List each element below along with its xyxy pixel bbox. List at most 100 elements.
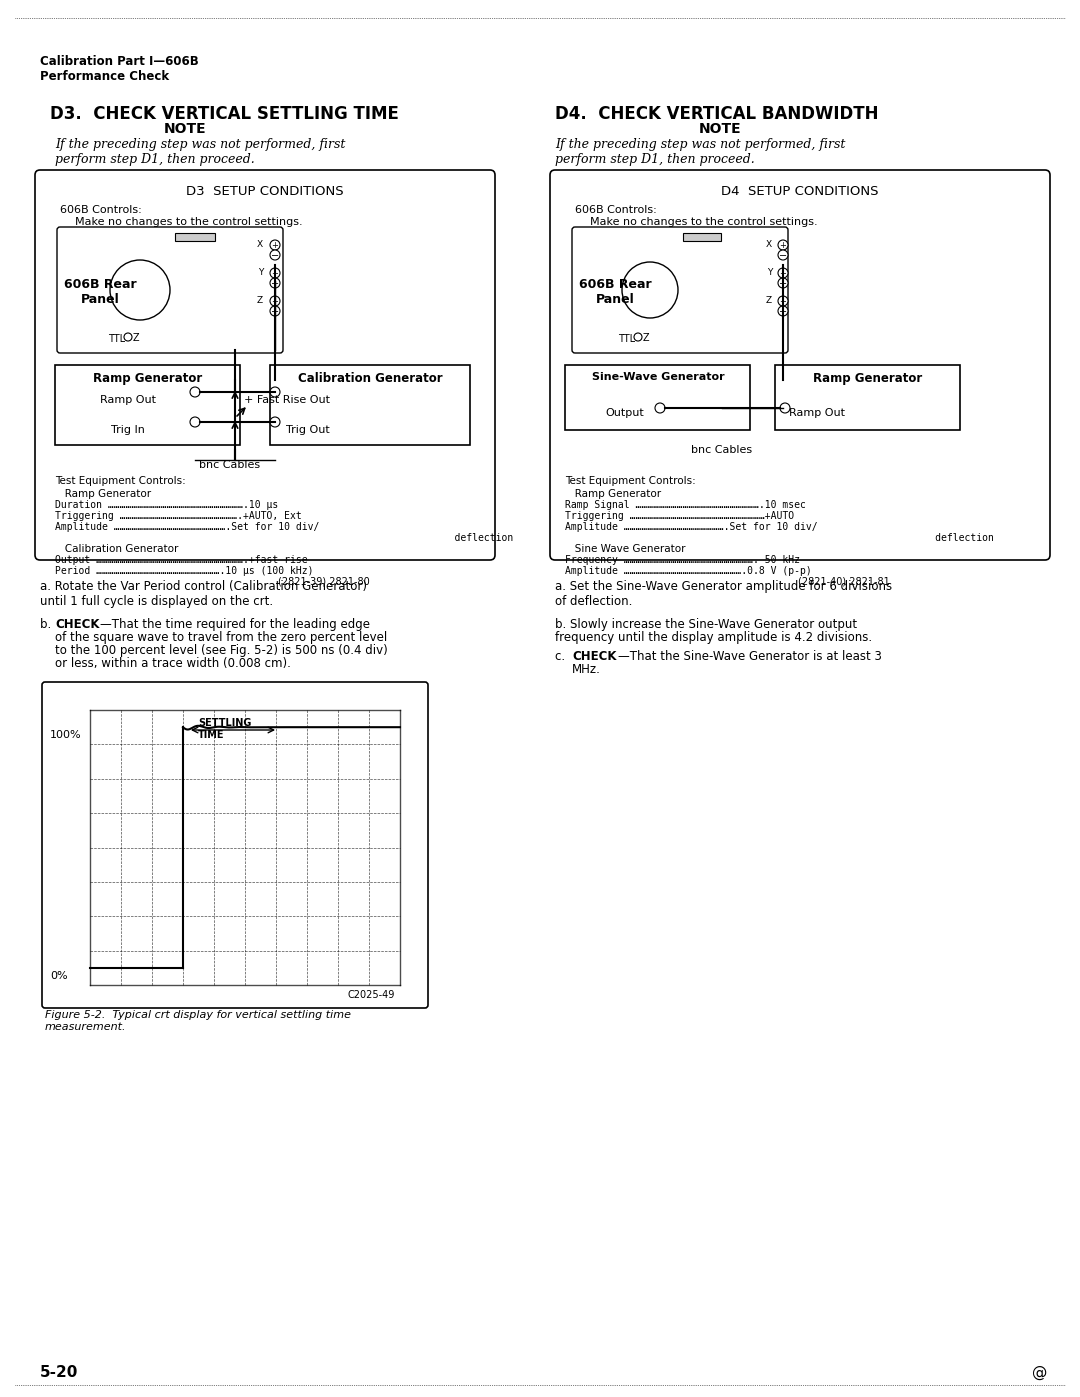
Text: 5-20: 5-20 — [40, 1365, 79, 1380]
Text: X: X — [766, 240, 772, 249]
Text: +: + — [271, 298, 279, 306]
Text: If the preceding step was not performed, first
perform step D1, then proceed.: If the preceding step was not performed,… — [55, 138, 346, 166]
Text: MHz.: MHz. — [572, 664, 600, 676]
Circle shape — [110, 260, 170, 320]
Circle shape — [778, 296, 788, 306]
Circle shape — [124, 332, 132, 341]
Text: Z: Z — [766, 296, 772, 305]
Text: c.: c. — [555, 650, 569, 664]
Circle shape — [778, 240, 788, 250]
Text: +: + — [271, 242, 279, 250]
Circle shape — [270, 268, 280, 278]
Circle shape — [780, 402, 789, 414]
Text: —That the Sine-Wave Generator is at least 3: —That the Sine-Wave Generator is at leas… — [618, 650, 882, 664]
Circle shape — [778, 306, 788, 316]
Text: 606B Rear
Panel: 606B Rear Panel — [64, 278, 136, 306]
Circle shape — [270, 387, 280, 397]
Text: Output: Output — [606, 408, 645, 418]
Text: +: + — [780, 270, 786, 278]
Text: Ramp Generator: Ramp Generator — [55, 489, 151, 499]
Text: D3  SETUP CONDITIONS: D3 SETUP CONDITIONS — [186, 184, 343, 198]
Text: D3.  CHECK VERTICAL SETTLING TIME: D3. CHECK VERTICAL SETTLING TIME — [50, 105, 399, 123]
Text: Sine-Wave Generator: Sine-Wave Generator — [592, 372, 725, 381]
Text: Make no changes to the control settings.: Make no changes to the control settings. — [590, 217, 818, 226]
Text: of the square wave to travel from the zero percent level: of the square wave to travel from the ze… — [55, 631, 388, 644]
Text: frequency until the display amplitude is 4.2 divisions.: frequency until the display amplitude is… — [555, 631, 873, 644]
Circle shape — [778, 250, 788, 260]
Circle shape — [190, 416, 200, 427]
FancyBboxPatch shape — [35, 170, 495, 560]
Text: Calibration Generator: Calibration Generator — [298, 372, 443, 386]
Text: +: + — [780, 298, 786, 306]
Text: 606B Controls:: 606B Controls: — [575, 205, 657, 215]
Text: Triggering ……………………………………………………………+AUTO: Triggering ……………………………………………………………+AUTO — [565, 511, 794, 521]
Text: D4.  CHECK VERTICAL BANDWIDTH: D4. CHECK VERTICAL BANDWIDTH — [555, 105, 878, 123]
Text: −: − — [271, 307, 279, 317]
Text: Ramp Generator: Ramp Generator — [565, 489, 661, 499]
Text: to the 100 percent level (see Fig. 5-2) is 500 ns (0.4 div): to the 100 percent level (see Fig. 5-2) … — [55, 644, 388, 657]
Text: Frequency …………………………………………………………. 50 kHz: Frequency …………………………………………………………. 50 kHz — [565, 555, 800, 564]
Text: TTL: TTL — [618, 334, 635, 344]
Text: TTL: TTL — [108, 334, 125, 344]
Text: Performance Check: Performance Check — [40, 70, 170, 82]
Text: a. Set the Sine-Wave Generator amplitude for 6 divisions
of deflection.: a. Set the Sine-Wave Generator amplitude… — [555, 580, 892, 608]
Text: NOTE: NOTE — [164, 122, 206, 136]
Text: Y: Y — [767, 268, 772, 277]
Text: Trig Out: Trig Out — [286, 425, 330, 434]
Text: Ramp Generator: Ramp Generator — [813, 372, 922, 386]
Text: Ramp Out: Ramp Out — [789, 408, 845, 418]
Text: Make no changes to the control settings.: Make no changes to the control settings. — [75, 217, 302, 226]
Text: Amplitude …………………………………………………….0.8 V (p-p): Amplitude …………………………………………………….0.8 V (p-… — [565, 566, 812, 576]
Text: Calibration Generator: Calibration Generator — [55, 543, 178, 555]
Text: SETTLING
TIME: SETTLING TIME — [198, 718, 252, 739]
Text: or less, within a trace width (0.008 cm).: or less, within a trace width (0.008 cm)… — [55, 657, 291, 671]
Text: −: − — [779, 307, 787, 317]
Text: Z: Z — [257, 296, 264, 305]
Text: Calibration Part I—606B: Calibration Part I—606B — [40, 54, 199, 68]
Text: (2821-39) 2821-80: (2821-39) 2821-80 — [279, 576, 370, 585]
FancyBboxPatch shape — [55, 365, 240, 446]
Text: −: − — [779, 279, 787, 289]
Text: Z: Z — [643, 332, 650, 344]
Text: b.: b. — [40, 617, 55, 631]
Circle shape — [778, 278, 788, 288]
Bar — [683, 233, 721, 242]
Text: If the preceding step was not performed, first
perform step D1, then proceed.: If the preceding step was not performed,… — [555, 138, 846, 166]
Circle shape — [270, 416, 280, 427]
Text: 100%: 100% — [50, 731, 82, 740]
Text: C2025-49: C2025-49 — [348, 990, 395, 1000]
Circle shape — [778, 268, 788, 278]
Text: X: X — [257, 240, 264, 249]
Circle shape — [190, 387, 200, 397]
Text: —That the time required for the leading edge: —That the time required for the leading … — [100, 617, 370, 631]
FancyBboxPatch shape — [550, 170, 1050, 560]
Circle shape — [270, 240, 280, 250]
Text: @: @ — [1032, 1365, 1048, 1380]
FancyBboxPatch shape — [270, 365, 470, 446]
Circle shape — [270, 306, 280, 316]
Circle shape — [654, 402, 665, 414]
FancyBboxPatch shape — [565, 365, 750, 430]
Text: +: + — [780, 242, 786, 250]
Text: Duration …………………………………………………………….10 μs: Duration …………………………………………………………….10 μs — [55, 500, 279, 510]
Text: Ramp Generator: Ramp Generator — [93, 372, 203, 386]
Text: bnc Cables: bnc Cables — [691, 446, 753, 455]
FancyBboxPatch shape — [775, 365, 960, 430]
Text: deflection: deflection — [565, 534, 994, 543]
Text: 606B Rear
Panel: 606B Rear Panel — [579, 278, 651, 306]
Text: (2821-40) 2821-81: (2821-40) 2821-81 — [798, 576, 890, 585]
Text: Figure 5-2.  Typical crt display for vertical settling time
measurement.: Figure 5-2. Typical crt display for vert… — [45, 1010, 351, 1031]
Circle shape — [270, 278, 280, 288]
Text: Amplitude ………………………………………………….Set for 10 div/: Amplitude ………………………………………………….Set for 10… — [55, 522, 320, 532]
Text: D4  SETUP CONDITIONS: D4 SETUP CONDITIONS — [721, 184, 879, 198]
Text: Trig In: Trig In — [111, 425, 145, 434]
Circle shape — [270, 250, 280, 260]
Text: Period ……………………………………………………….10 μs (100 kHz): Period ……………………………………………………….10 μs (100 … — [55, 566, 313, 576]
Text: Y: Y — [258, 268, 264, 277]
Text: 0%: 0% — [50, 971, 68, 981]
FancyBboxPatch shape — [42, 682, 428, 1009]
FancyBboxPatch shape — [572, 226, 788, 353]
Circle shape — [622, 263, 678, 319]
Text: Amplitude …………………………………………….Set for 10 div/: Amplitude …………………………………………….Set for 10 d… — [565, 522, 818, 532]
Text: CHECK: CHECK — [55, 617, 99, 631]
